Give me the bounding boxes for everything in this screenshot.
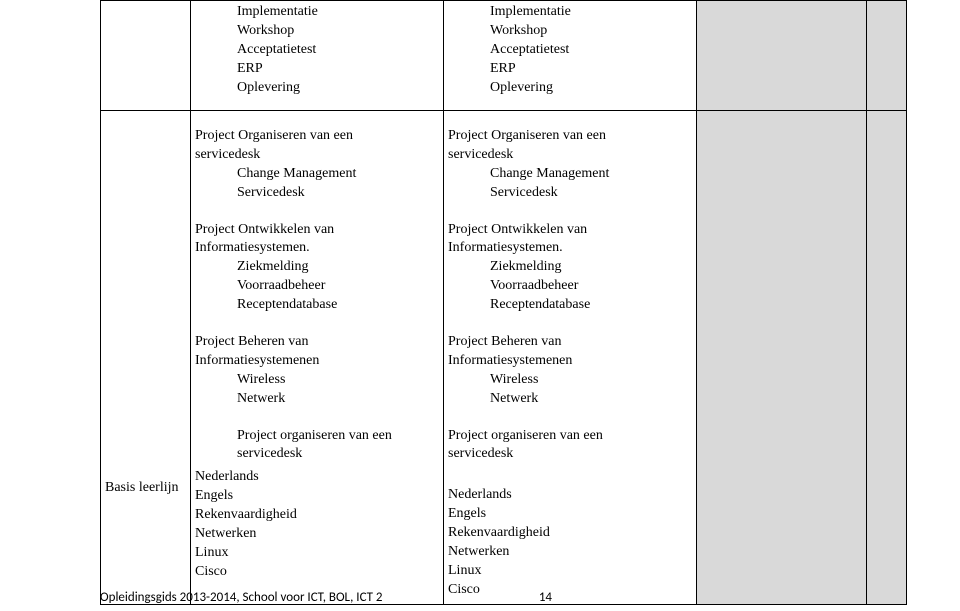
text-line: Project Organiseren van een [195,127,439,146]
text-line: Change Management [490,165,692,184]
cell-col-a: Project Organiseren van een servicedesk … [191,111,444,605]
text-line: Acceptatietest [237,41,439,60]
text-line: Wireless [490,371,692,390]
text-line: servicedesk [195,146,439,165]
cell-shaded [867,111,907,605]
text-line: Project Beheren van [448,333,692,352]
text-line: Linux [448,562,692,581]
text-line: Netwerken [448,543,692,562]
text-line: Oplevering [490,79,692,98]
text-line: servicedesk [448,445,692,464]
text-line: Nederlands [448,486,692,505]
text-line: Implementatie [490,3,692,22]
text-line: Ziekmelding [237,258,439,277]
text-line: Project organiseren van een [448,427,692,446]
cell-empty [101,1,191,111]
cell-shaded [697,1,867,111]
text-line: Receptendatabase [490,296,692,315]
text-line: Wireless [237,371,439,390]
text-line: Netwerk [237,390,439,409]
text-line: Change Management [237,165,439,184]
text-line: Netwerken [195,525,439,544]
text-line: Ziekmelding [490,258,692,277]
cell-shaded [867,1,907,111]
text-line: Project Ontwikkelen van [195,221,439,240]
text-line: Engels [448,505,692,524]
text-line: Servicedesk [490,184,692,203]
text-line: Linux [195,544,439,563]
page-footer: Opleidingsgids 2013-2014, School voor IC… [100,590,906,605]
text-line: Engels [195,487,439,506]
text-line: Voorraadbeheer [237,277,439,296]
table-row: Implementatie Workshop Acceptatietest ER… [101,1,907,111]
text-line: ERP [237,60,439,79]
text-line: Informatiesystemen. [195,239,439,258]
text-line: Project Organiseren van een [448,127,692,146]
basis-leerlijn-label: Basis leerlijn [105,479,186,498]
text-line: Workshop [237,22,439,41]
footer-text: Opleidingsgids 2013-2014, School voor IC… [100,590,382,605]
content-table: Implementatie Workshop Acceptatietest ER… [100,0,907,605]
footer-page-number: 14 [539,590,552,605]
text-line: Informatiesystemenen [195,352,439,371]
text-line: Rekenvaardigheid [195,506,439,525]
text-line: Receptendatabase [237,296,439,315]
cell-impl-b: Implementatie Workshop Acceptatietest ER… [444,1,697,111]
cell-label: Basis leerlijn [101,111,191,605]
table-row: Basis leerlijn Project Organiseren van e… [101,111,907,605]
text-line: Acceptatietest [490,41,692,60]
cell-impl-a: Implementatie Workshop Acceptatietest ER… [191,1,444,111]
text-line: Voorraadbeheer [490,277,692,296]
text-line: Nederlands [195,468,439,487]
text-line: Rekenvaardigheid [448,524,692,543]
text-line: Workshop [490,22,692,41]
text-line: Project organiseren van een [237,427,439,446]
text-line: Netwerk [490,390,692,409]
text-line: Servicedesk [237,184,439,203]
text-line: Project Beheren van [195,333,439,352]
text-line: Implementatie [237,3,439,22]
text-line: Informatiesystemenen [448,352,692,371]
cell-col-b: Project Organiseren van een servicedesk … [444,111,697,605]
cell-shaded [697,111,867,605]
text-line: Project Ontwikkelen van [448,221,692,240]
text-line: servicedesk [237,445,439,464]
text-line: ERP [490,60,692,79]
text-line: servicedesk [448,146,692,165]
text-line: Informatiesystemen. [448,239,692,258]
text-line: Cisco [195,563,439,582]
text-line: Oplevering [237,79,439,98]
